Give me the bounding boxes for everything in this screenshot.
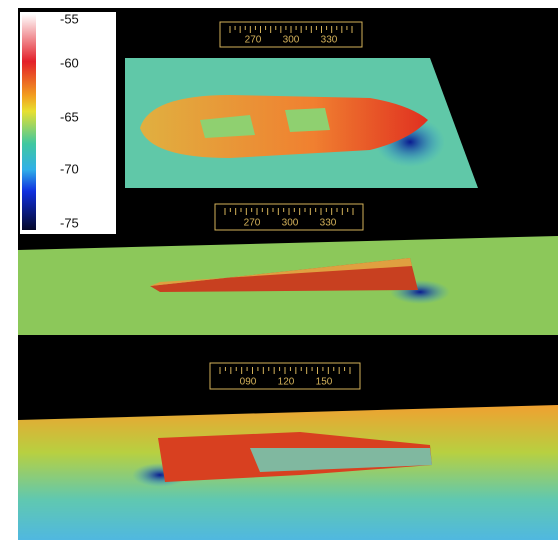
colorbar-label: -65 bbox=[60, 109, 79, 124]
compass-label: 300 bbox=[282, 218, 299, 229]
compass-label: 300 bbox=[283, 35, 300, 46]
colorbar-label: -55 bbox=[60, 11, 79, 26]
colorbar-gradient bbox=[22, 14, 36, 230]
compass-label: 270 bbox=[245, 35, 262, 46]
colorbar-label: -70 bbox=[60, 161, 79, 176]
colorbar-label: -75 bbox=[60, 215, 79, 230]
compass-label: 120 bbox=[278, 377, 295, 388]
compass-label: 090 bbox=[240, 377, 257, 388]
compass-label: 330 bbox=[320, 218, 337, 229]
colorbar-label: -60 bbox=[60, 55, 79, 70]
compass-label: 150 bbox=[316, 377, 333, 388]
compass-label: 270 bbox=[244, 218, 261, 229]
sonar-image: -55 -60 -65 -70 -75 270 300 330 270 300 … bbox=[0, 0, 558, 554]
colorbar: -55 -60 -65 -70 -75 bbox=[20, 11, 116, 234]
compass-label: 330 bbox=[321, 35, 338, 46]
